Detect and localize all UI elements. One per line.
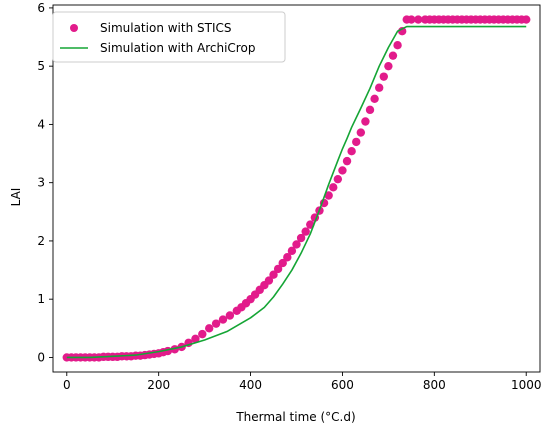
y-tick-label: 0 — [37, 350, 45, 364]
legend: Simulation with STICS Simulation with Ar… — [52, 11, 286, 63]
stics-point — [324, 191, 333, 200]
stics-point — [338, 166, 347, 175]
x-axis-label: Thermal time (°C.d) — [235, 410, 355, 424]
y-tick-label: 3 — [37, 176, 45, 190]
y-tick-label: 6 — [37, 1, 45, 15]
stics-point — [384, 61, 393, 71]
stics-point — [264, 276, 274, 285]
legend-label-stics: Simulation with STICS — [100, 21, 232, 35]
stics-point — [356, 128, 366, 137]
stics-point — [191, 334, 200, 343]
stics-point — [333, 174, 343, 184]
stics-point — [388, 51, 398, 60]
stics-point — [283, 253, 292, 262]
x-tick-label: 0 — [63, 378, 71, 392]
stics-point — [273, 264, 283, 274]
stics-point — [269, 270, 278, 279]
plot-frame — [52, 4, 541, 373]
stics-point — [370, 94, 379, 103]
y-tick-label: 4 — [37, 117, 45, 131]
legend-label-archicrop: Simulation with ArchiCrop — [100, 41, 255, 55]
legend-marker-stics — [70, 24, 78, 32]
x-tick-label: 200 — [147, 378, 170, 392]
stics-point — [287, 246, 297, 256]
x-tick-label: 800 — [423, 378, 446, 392]
stics-point — [292, 240, 301, 249]
stics-point — [352, 137, 361, 147]
y-tick-label: 5 — [37, 59, 45, 73]
stics-point — [225, 311, 235, 320]
stics-point — [393, 40, 402, 50]
stics-point — [407, 15, 416, 24]
stics-point — [347, 147, 356, 156]
x-tick-label: 1000 — [511, 378, 542, 392]
stics-point — [296, 233, 306, 243]
stics-point — [205, 324, 214, 333]
stics-point — [342, 156, 352, 166]
x-tick-label: 600 — [331, 378, 354, 392]
stics-point — [361, 117, 370, 126]
stics-point — [329, 183, 338, 192]
legend-frame — [52, 11, 286, 63]
stics-point — [198, 329, 207, 339]
x-tick-label: 400 — [239, 378, 262, 392]
stics-point — [218, 315, 228, 324]
stics-point — [522, 15, 531, 24]
stics-point — [374, 83, 384, 92]
y-tick-label: 1 — [37, 292, 45, 306]
stics-point — [379, 72, 388, 81]
stics-point — [211, 319, 221, 328]
stics-point — [414, 15, 423, 24]
archicrop-line — [66, 25, 527, 359]
axes-layer: 0 200 400 600 800 1000 0 1 2 3 4 5 6 — [37, 1, 541, 392]
stics-point — [278, 258, 287, 268]
y-tick-label: 2 — [37, 234, 45, 248]
y-axis-label: LAI — [9, 188, 23, 207]
stics-point — [365, 105, 375, 115]
stics-point — [301, 227, 310, 236]
series-layer — [62, 15, 531, 362]
